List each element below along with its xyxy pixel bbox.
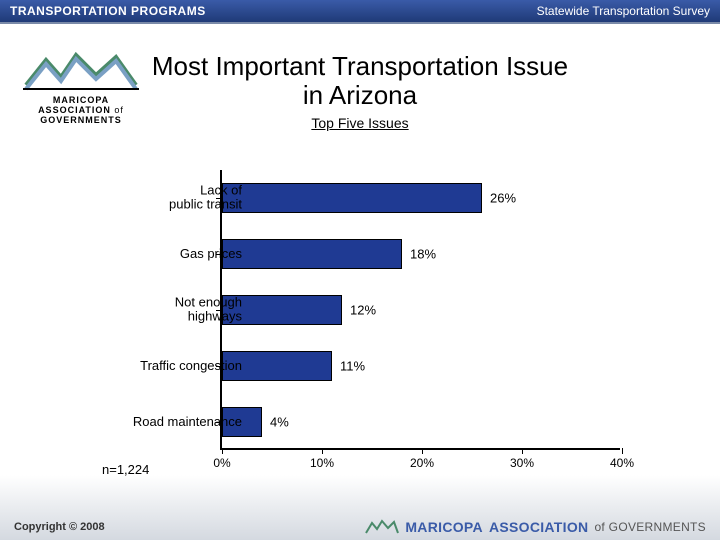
copyright-text: Copyright © 2008 (14, 521, 105, 533)
bar-value-label: 11% (340, 359, 365, 374)
sample-size: n=1,224 (102, 462, 149, 477)
x-tick (222, 448, 223, 454)
bar-value-label: 26% (490, 191, 516, 206)
bar-value-label: 12% (350, 303, 376, 318)
category-label: Not enoughhighways (122, 296, 242, 325)
x-tick-label: 30% (510, 456, 534, 470)
mountain-logo-small-icon (365, 518, 399, 536)
x-tick (422, 448, 423, 454)
category-label: Road maintenance (122, 415, 242, 429)
header-bar: TRANSPORTATION PROGRAMS Statewide Transp… (0, 0, 720, 24)
mag-logo: MARICOPA ASSOCIATION of GOVERNMENTS (16, 45, 146, 126)
x-tick-label: 0% (213, 456, 230, 470)
footer-bar: Copyright © 2008 MARICOPA ASSOCIATION of… (0, 514, 720, 540)
x-tick-label: 20% (410, 456, 434, 470)
category-label: Gas prices (122, 247, 242, 261)
header-left: TRANSPORTATION PROGRAMS (10, 4, 206, 18)
x-tick (622, 448, 623, 454)
x-tick-label: 10% (310, 456, 334, 470)
category-label: Traffic congestion (122, 359, 242, 373)
x-tick (522, 448, 523, 454)
x-tick (322, 448, 323, 454)
header-right: Statewide Transportation Survey (537, 4, 710, 18)
plot-area: 0%10%20%30%40%26%18%12%11%4% (220, 170, 620, 450)
logo-text: MARICOPA ASSOCIATION of GOVERNMENTS (16, 96, 146, 126)
bar-chart: 0% 10% 20% 30% 40% 26% 18% 12% 11% 4% n=1,224 Lac… (90, 162, 650, 482)
bar (222, 239, 402, 269)
category-label: Lack ofpublic transit (122, 184, 242, 213)
bar (222, 183, 482, 213)
x-tick-label: 40% (610, 456, 634, 470)
bar-value-label: 18% (410, 247, 436, 262)
mountain-logo-icon (21, 45, 141, 95)
footer-logo: MARICOPA ASSOCIATION of GOVERNMENTS (365, 518, 706, 536)
bar-value-label: 4% (270, 415, 289, 430)
